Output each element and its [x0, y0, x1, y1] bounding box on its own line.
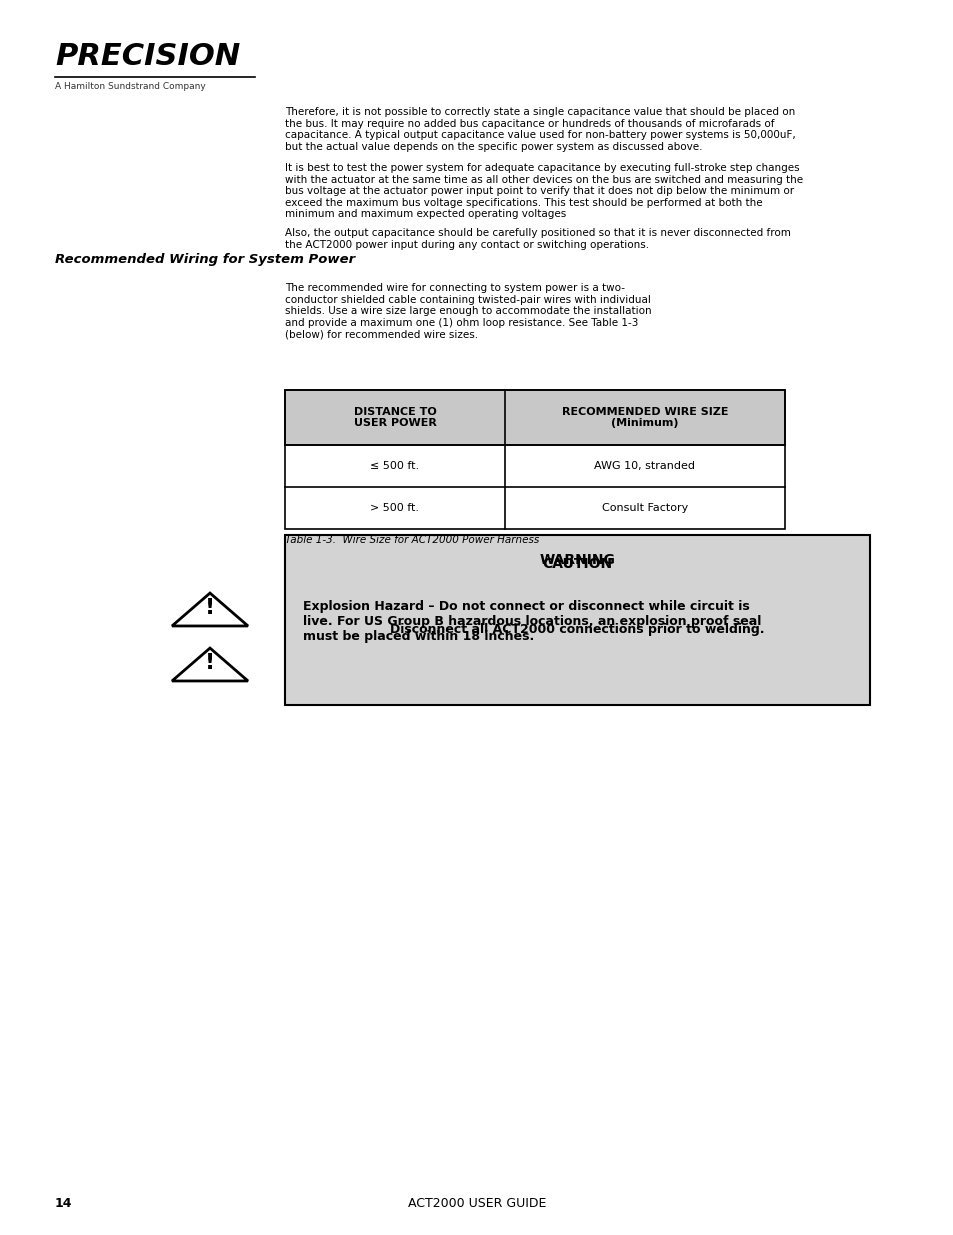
Text: CAUTION: CAUTION — [542, 557, 612, 571]
Text: WARNING: WARNING — [539, 553, 615, 567]
Polygon shape — [172, 648, 248, 680]
Text: The recommended wire for connecting to system power is a two-
conductor shielded: The recommended wire for connecting to s… — [285, 283, 651, 340]
Text: 14: 14 — [55, 1197, 72, 1210]
Text: Therefore, it is not possible to correctly state a single capacitance value that: Therefore, it is not possible to correct… — [285, 107, 795, 152]
Text: RECOMMENDED WIRE SIZE
(Minimum): RECOMMENDED WIRE SIZE (Minimum) — [561, 406, 727, 429]
Text: Table 1-3.  Wire Size for ACT2000 Power Harness: Table 1-3. Wire Size for ACT2000 Power H… — [285, 535, 538, 545]
Text: Recommended Wiring for System Power: Recommended Wiring for System Power — [55, 253, 355, 266]
Text: ≤ 500 ft.: ≤ 500 ft. — [370, 461, 419, 471]
FancyBboxPatch shape — [285, 535, 869, 705]
Text: AWG 10, stranded: AWG 10, stranded — [594, 461, 695, 471]
Text: Also, the output capacitance should be carefully positioned so that it is never : Also, the output capacitance should be c… — [285, 228, 790, 249]
Text: !: ! — [205, 598, 214, 618]
Text: A Hamilton Sundstrand Company: A Hamilton Sundstrand Company — [55, 82, 206, 91]
Text: > 500 ft.: > 500 ft. — [370, 503, 419, 513]
Text: DISTANCE TO
USER POWER: DISTANCE TO USER POWER — [354, 406, 436, 429]
Text: Consult Factory: Consult Factory — [601, 503, 687, 513]
Text: ACT2000 USER GUIDE: ACT2000 USER GUIDE — [407, 1197, 546, 1210]
Text: It is best to test the power system for adequate capacitance by executing full-s: It is best to test the power system for … — [285, 163, 802, 220]
Polygon shape — [172, 593, 248, 626]
Text: Explosion Hazard – Do not connect or disconnect while circuit is
live. For US Gr: Explosion Hazard – Do not connect or dis… — [303, 600, 760, 643]
Text: !: ! — [205, 653, 214, 673]
Text: PRECISION: PRECISION — [55, 42, 240, 70]
FancyBboxPatch shape — [285, 390, 784, 445]
Text: Disconnect all ACT2000 connections prior to welding.: Disconnect all ACT2000 connections prior… — [390, 622, 764, 636]
